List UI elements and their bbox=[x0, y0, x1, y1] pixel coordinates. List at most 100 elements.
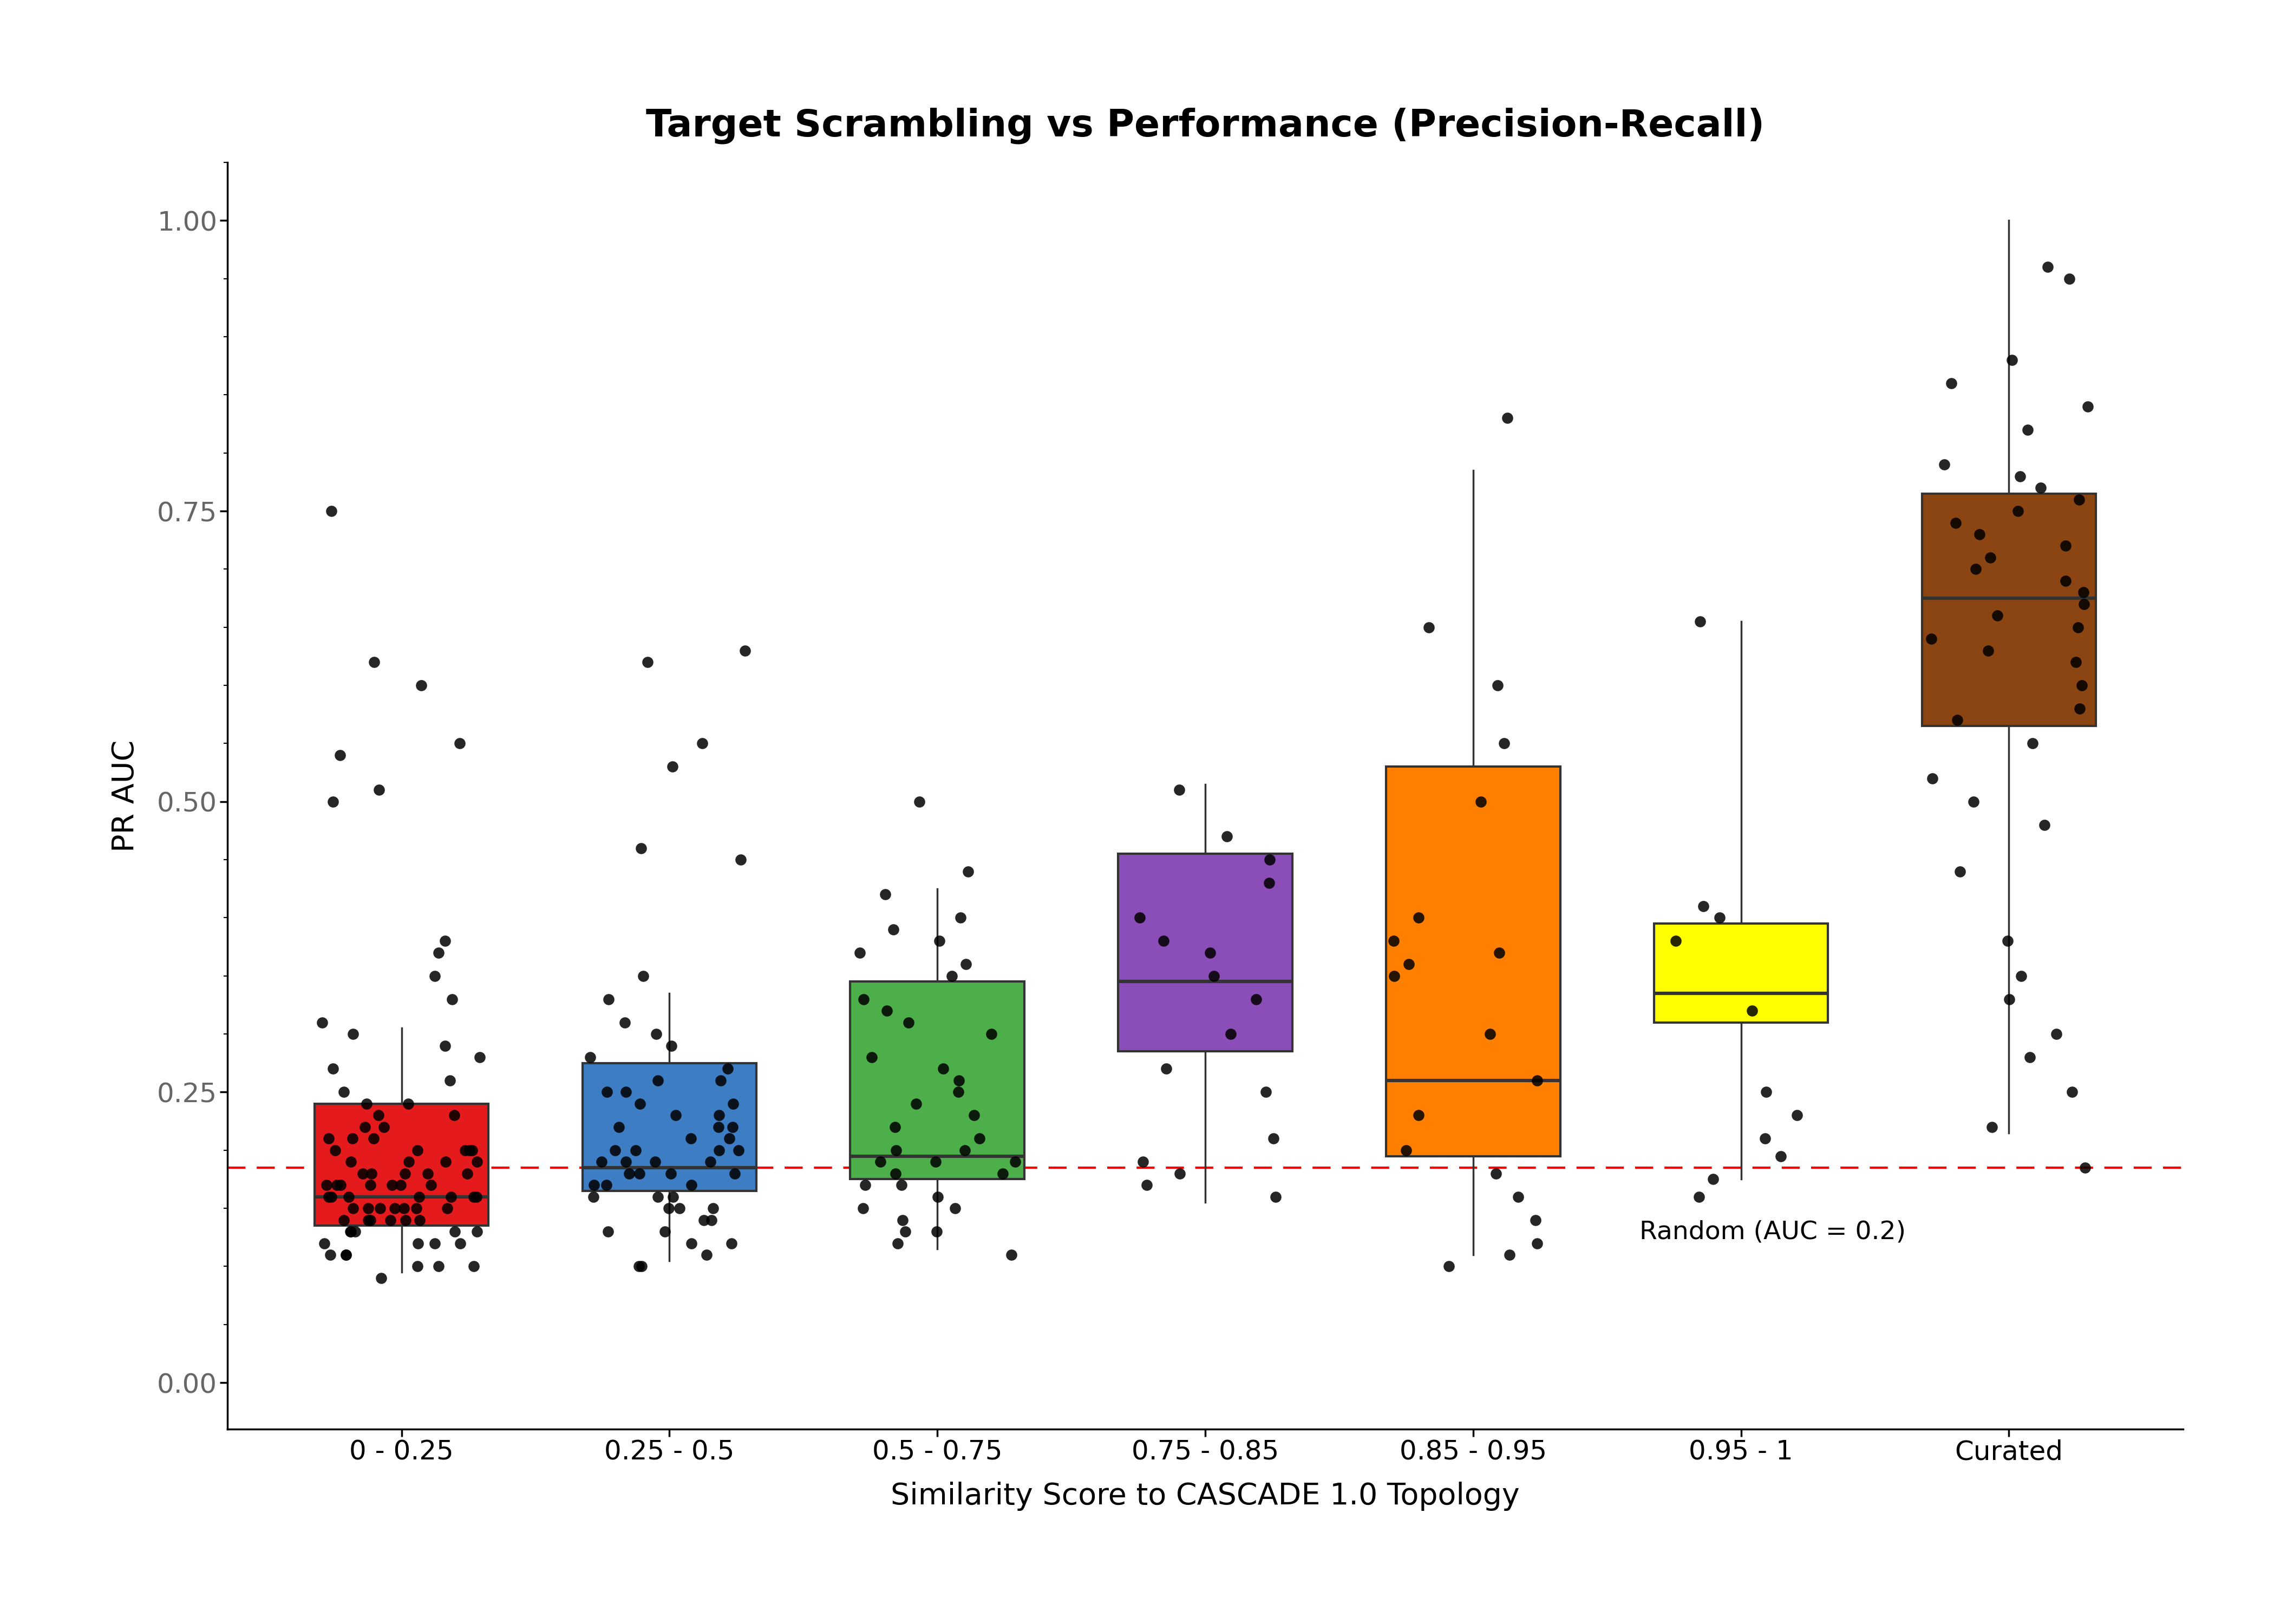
Point bbox=[898, 1091, 935, 1117]
Point bbox=[314, 789, 350, 815]
Point bbox=[673, 1231, 709, 1257]
Point bbox=[1480, 940, 1517, 966]
Bar bbox=[1653, 924, 1828, 1023]
Point bbox=[352, 1207, 389, 1233]
Point bbox=[591, 986, 628, 1012]
Point bbox=[421, 940, 457, 966]
Point bbox=[973, 1021, 1010, 1047]
Point bbox=[352, 1161, 389, 1187]
Point bbox=[416, 1231, 453, 1257]
Point bbox=[2010, 417, 2047, 443]
Point bbox=[400, 1231, 437, 1257]
Point bbox=[1990, 927, 2026, 953]
Point bbox=[1121, 905, 1157, 931]
Point bbox=[428, 1033, 464, 1059]
Point bbox=[1956, 789, 1992, 815]
Point bbox=[673, 1173, 709, 1199]
Point bbox=[589, 1218, 625, 1244]
Point bbox=[357, 650, 393, 676]
Point bbox=[684, 1207, 721, 1233]
Point bbox=[1937, 510, 1974, 536]
Point bbox=[998, 1148, 1035, 1174]
Point bbox=[1978, 603, 2015, 628]
Point bbox=[402, 672, 439, 698]
Point bbox=[1255, 1125, 1292, 1151]
Point bbox=[935, 963, 971, 989]
Point bbox=[694, 1207, 730, 1233]
Point bbox=[655, 1184, 691, 1210]
Point bbox=[366, 1114, 402, 1140]
Point bbox=[455, 1184, 491, 1210]
Point bbox=[662, 1195, 698, 1221]
Point bbox=[432, 1184, 468, 1210]
Point bbox=[1933, 370, 1969, 396]
Point bbox=[325, 1207, 362, 1233]
Point bbox=[459, 1148, 496, 1174]
Point bbox=[1128, 1173, 1164, 1199]
Point bbox=[846, 1173, 882, 1199]
Point bbox=[1401, 1103, 1437, 1129]
Point bbox=[428, 927, 464, 953]
Point bbox=[1992, 986, 2028, 1012]
Point bbox=[1430, 1254, 1467, 1280]
Point bbox=[1501, 1184, 1537, 1210]
Point bbox=[901, 789, 937, 815]
Point bbox=[2060, 487, 2097, 513]
Point bbox=[1410, 614, 1446, 640]
Point bbox=[582, 1148, 619, 1174]
Point bbox=[887, 1218, 923, 1244]
Point bbox=[653, 1161, 689, 1187]
Point bbox=[1658, 927, 1694, 953]
Point bbox=[844, 1195, 880, 1221]
Point bbox=[926, 1056, 962, 1082]
Point bbox=[330, 1184, 366, 1210]
Point bbox=[1126, 1148, 1162, 1174]
Point bbox=[623, 1091, 659, 1117]
Point bbox=[314, 499, 350, 525]
Point bbox=[1517, 1207, 1553, 1233]
Point bbox=[352, 1173, 389, 1199]
Point bbox=[1942, 859, 1978, 885]
Point bbox=[1478, 1161, 1514, 1187]
Point bbox=[1462, 789, 1499, 815]
Point bbox=[716, 1161, 753, 1187]
Point bbox=[455, 1137, 491, 1163]
Point bbox=[878, 1161, 914, 1187]
Point bbox=[1248, 1078, 1285, 1104]
Point bbox=[2069, 393, 2106, 419]
Point bbox=[314, 1184, 350, 1210]
Point bbox=[607, 1078, 644, 1104]
Point bbox=[703, 1067, 739, 1093]
Point bbox=[639, 1184, 675, 1210]
Y-axis label: PR AUC: PR AUC bbox=[111, 739, 141, 853]
Point bbox=[1778, 1103, 1815, 1129]
Point bbox=[337, 1218, 373, 1244]
Point bbox=[455, 1254, 491, 1280]
Point bbox=[334, 1125, 371, 1151]
Point bbox=[723, 846, 760, 872]
Point bbox=[391, 1148, 428, 1174]
Point bbox=[589, 1078, 625, 1104]
Point bbox=[607, 1010, 644, 1036]
Point bbox=[2003, 963, 2040, 989]
Point bbox=[955, 1103, 991, 1129]
Point bbox=[391, 1091, 428, 1117]
Point bbox=[309, 1125, 346, 1151]
Point bbox=[1251, 846, 1287, 872]
Point bbox=[575, 1173, 612, 1199]
Point bbox=[1762, 1143, 1799, 1169]
Point bbox=[334, 1021, 371, 1047]
Point bbox=[1376, 927, 1412, 953]
Point bbox=[346, 1114, 382, 1140]
Point bbox=[1376, 963, 1412, 989]
Point bbox=[1926, 451, 1962, 477]
Point bbox=[689, 1242, 725, 1268]
Point bbox=[878, 1114, 914, 1140]
Point bbox=[589, 1173, 625, 1199]
Point bbox=[2022, 474, 2058, 500]
Point bbox=[619, 1137, 655, 1163]
Point bbox=[1192, 940, 1228, 966]
Point bbox=[2067, 1155, 2103, 1181]
Point bbox=[951, 859, 987, 885]
Point bbox=[691, 1148, 728, 1174]
